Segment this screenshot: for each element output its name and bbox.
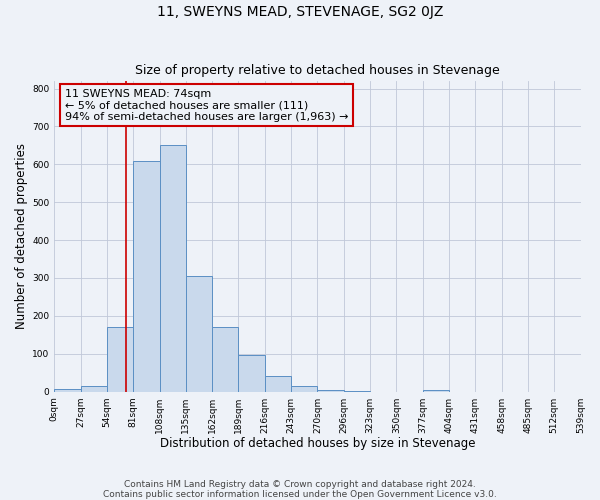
Bar — [317, 390, 344, 392]
X-axis label: Distribution of detached houses by size in Stevenage: Distribution of detached houses by size … — [160, 437, 475, 450]
Bar — [133, 160, 160, 392]
Bar — [238, 355, 265, 392]
Bar — [422, 390, 449, 392]
Bar — [265, 376, 291, 392]
Y-axis label: Number of detached properties: Number of detached properties — [15, 144, 28, 330]
Title: Size of property relative to detached houses in Stevenage: Size of property relative to detached ho… — [135, 64, 500, 77]
Bar — [186, 276, 212, 392]
Bar — [54, 388, 80, 392]
Bar — [344, 391, 370, 392]
Bar — [212, 327, 238, 392]
Bar — [80, 386, 107, 392]
Bar — [160, 146, 186, 392]
Bar — [107, 327, 133, 392]
Text: 11, SWEYNS MEAD, STEVENAGE, SG2 0JZ: 11, SWEYNS MEAD, STEVENAGE, SG2 0JZ — [157, 5, 443, 19]
Bar — [291, 386, 317, 392]
Text: Contains HM Land Registry data © Crown copyright and database right 2024.
Contai: Contains HM Land Registry data © Crown c… — [103, 480, 497, 499]
Text: 11 SWEYNS MEAD: 74sqm
← 5% of detached houses are smaller (111)
94% of semi-deta: 11 SWEYNS MEAD: 74sqm ← 5% of detached h… — [65, 88, 349, 122]
